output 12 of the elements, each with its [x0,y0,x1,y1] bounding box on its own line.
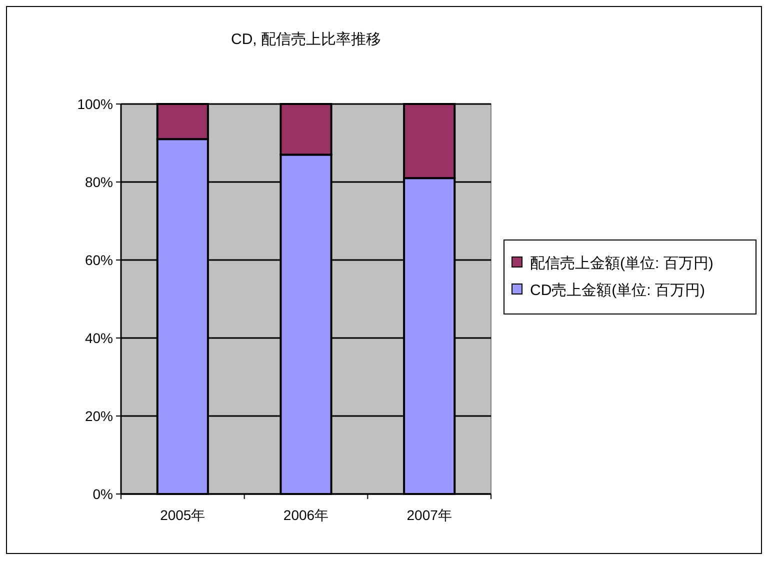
legend-label: CD売上金額(単位: 百万円) [530,282,705,299]
y-tick-label: 100% [77,96,113,112]
legend-label: 配信売上金額(単位: 百万円) [530,255,714,272]
y-tick-label: 60% [84,252,113,268]
x-tick-label: 2006年 [283,507,329,523]
y-tick-label: 40% [84,330,113,346]
chart-title: CD, 配信売上比率推移 [231,31,381,48]
y-tick-label: 0% [92,486,113,502]
x-tick-label: 2005年 [160,507,206,523]
y-tick-label: 20% [84,408,113,424]
y-tick-label: 80% [84,174,113,190]
x-tick-label: 2007年 [406,507,452,523]
